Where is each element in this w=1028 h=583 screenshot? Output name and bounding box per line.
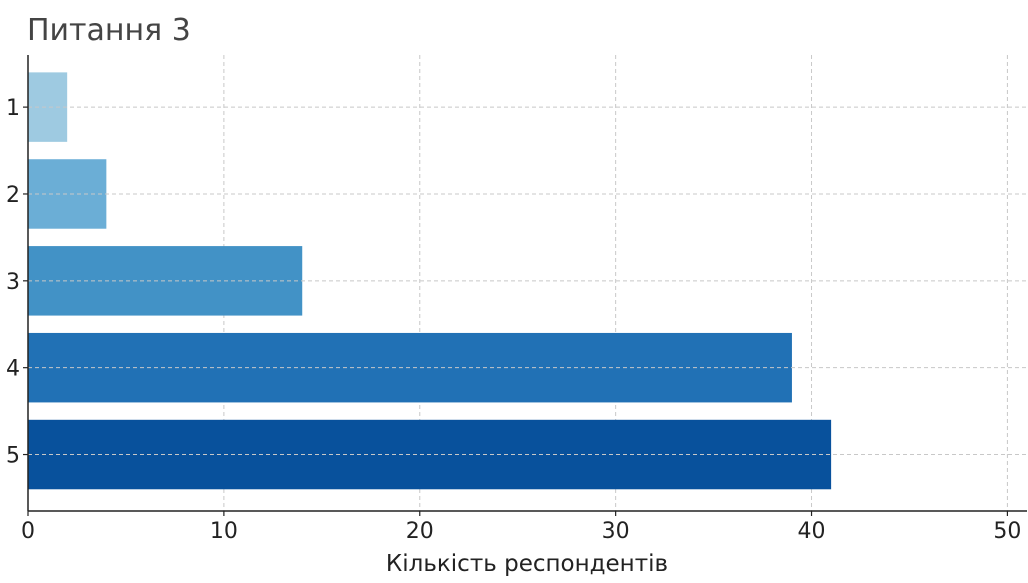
y-tick-label-2: 2 — [6, 183, 20, 208]
bars — [28, 72, 1027, 490]
x-tick-labels: 0 10 20 30 40 50 — [21, 519, 1021, 544]
x-tick-label-20: 20 — [406, 519, 434, 544]
axes — [23, 55, 1027, 516]
x-tick-label-50: 50 — [993, 519, 1021, 544]
y-tick-labels: 1 2 3 4 5 — [6, 96, 20, 468]
y-tick-label-3: 3 — [6, 270, 20, 295]
y-tick-label-1: 1 — [6, 96, 20, 121]
x-tick-label-0: 0 — [21, 519, 35, 544]
chart-title: Питання 3 — [27, 13, 191, 48]
x-tick-label-10: 10 — [210, 519, 238, 544]
x-tick-label-30: 30 — [602, 519, 630, 544]
y-tick-label-4: 4 — [6, 357, 20, 382]
y-tick-label-5: 5 — [6, 444, 20, 469]
x-axis-label: Кількість респондентів — [386, 551, 668, 577]
x-tick-label-40: 40 — [798, 519, 826, 544]
bar-1 — [28, 72, 68, 142]
